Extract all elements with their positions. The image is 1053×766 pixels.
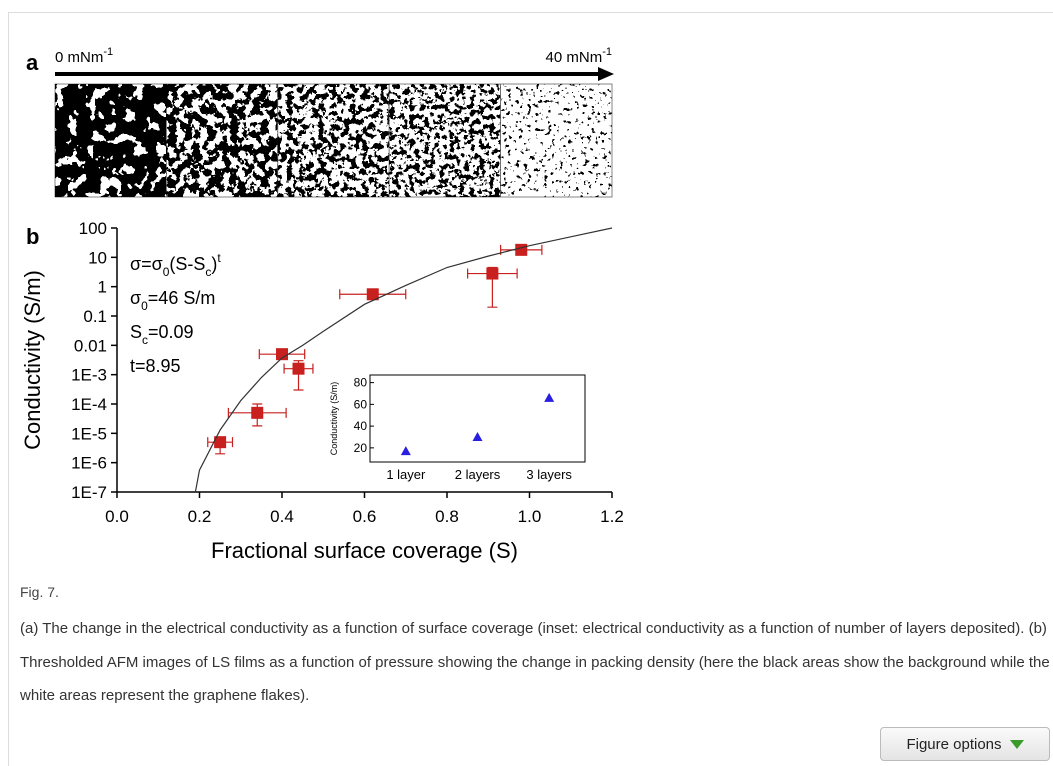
data-point <box>366 288 379 301</box>
annotation-part: t <box>217 251 221 265</box>
inset-chart: 20 40 60 80 Conductivity (S/m) 1 layer 2 layer… <box>329 374 586 482</box>
dropdown-icon <box>1009 739 1024 749</box>
y-axis-title: Conductivity (S/m) <box>20 270 45 450</box>
x-tick-label: 1 layer <box>386 467 426 482</box>
x-tick-label: 0.2 <box>188 507 212 526</box>
y-tick-label: 80 <box>354 376 368 390</box>
figure-options-button[interactable]: Figure options <box>880 727 1050 761</box>
x-tick-label: 2 layers <box>455 467 501 482</box>
x-tick-label: 1.0 <box>518 507 542 526</box>
annotation-part: ) <box>211 254 217 274</box>
x-tick-label: 3 layers <box>526 467 572 482</box>
panel-label: a <box>26 50 39 75</box>
afm-image <box>389 84 501 197</box>
data-point <box>276 348 288 361</box>
arrow-head <box>598 67 614 81</box>
afm-image <box>500 84 612 197</box>
label-sup: -1 <box>602 46 612 58</box>
annotation-part: S <box>130 322 142 342</box>
x-tick-label: 0.6 <box>353 507 377 526</box>
content-frame <box>8 12 1053 766</box>
annotation: t=8.95 <box>130 356 181 376</box>
annotation-part: σ=σ <box>130 254 163 274</box>
data-point <box>400 446 411 456</box>
y-tick-label: 0.01 <box>74 336 107 355</box>
afm-images <box>54 83 613 198</box>
annotation-part: c <box>205 265 211 279</box>
y-tick-label: 60 <box>354 397 368 411</box>
annotation-part: σ <box>130 288 141 308</box>
y-tick-label: 20 <box>354 441 368 455</box>
annotation-part: =0.09 <box>148 322 194 342</box>
annotation-part: c <box>142 333 148 347</box>
afm-image <box>166 84 278 197</box>
annotation: σ0=46 S/m <box>130 288 215 313</box>
y-tick-label: 1E-6 <box>71 454 107 473</box>
caption: (a) The change in the electrical conduct… <box>20 620 1050 704</box>
annotation-part: (S-S <box>169 254 205 274</box>
x-axis-title: Fractional surface coverage (S) <box>211 538 518 563</box>
inset-frame <box>369 374 586 463</box>
data-point <box>515 243 528 256</box>
label-text: 0 mNm <box>55 49 103 66</box>
x-tick-label: 1.2 <box>600 507 624 526</box>
data-point <box>472 431 483 441</box>
figure: a 0 mNm-1 40 mNm-1 1E-71E-61E-51E-41E-30… <box>20 46 624 563</box>
data-point <box>251 406 264 419</box>
y-tick-label: 1E-5 <box>71 424 107 443</box>
data-point <box>486 267 499 280</box>
y-tick-label: 1E-3 <box>71 366 107 385</box>
fit-curve <box>194 227 613 493</box>
button-label: Figure options <box>906 735 1002 753</box>
y-tick-label: 100 <box>79 219 107 238</box>
x-tick-label: 0.0 <box>105 507 129 526</box>
y-tick-label: 1E-7 <box>71 483 107 502</box>
data-point <box>214 436 227 449</box>
x-tick-label: 0.4 <box>270 507 294 526</box>
x-tick-label: 0.8 <box>435 507 459 526</box>
annotation: σ=σ0(S-Sc)t <box>130 251 221 279</box>
pressure-end-label: 40 mNm-1 <box>546 46 612 66</box>
y-tick-label: 1 <box>98 278 107 297</box>
annotation-part: t=8.95 <box>130 356 181 376</box>
main-chart: 1E-7 1E-6 1E-5 1E-4 1E-3 0.01 0.1 1 10 100 0.0 0.2 0… <box>20 219 624 563</box>
annotation: Sc=0.09 <box>130 322 194 347</box>
y-tick-label: 1E-4 <box>71 395 107 414</box>
label-text: 40 mNm <box>546 49 603 66</box>
pressure-start-label: 0 mNm-1 <box>55 46 113 66</box>
annotation-part: 0 <box>141 299 148 313</box>
label-sup: -1 <box>103 46 113 58</box>
data-point <box>292 362 305 375</box>
afm-image <box>55 84 167 197</box>
annotation-part: =46 S/m <box>148 288 216 308</box>
afm-image <box>277 84 390 197</box>
figure-label: Fig. 7. <box>20 584 59 600</box>
y-tick-label: 0.1 <box>83 307 107 326</box>
panel-label: b <box>26 224 39 249</box>
y-tick-label: 40 <box>354 419 368 433</box>
data-point <box>544 392 555 402</box>
y-axis-title: Conductivity (S/m) <box>329 382 339 456</box>
annotation-part: 0 <box>163 265 170 279</box>
y-tick-label: 10 <box>88 248 107 267</box>
